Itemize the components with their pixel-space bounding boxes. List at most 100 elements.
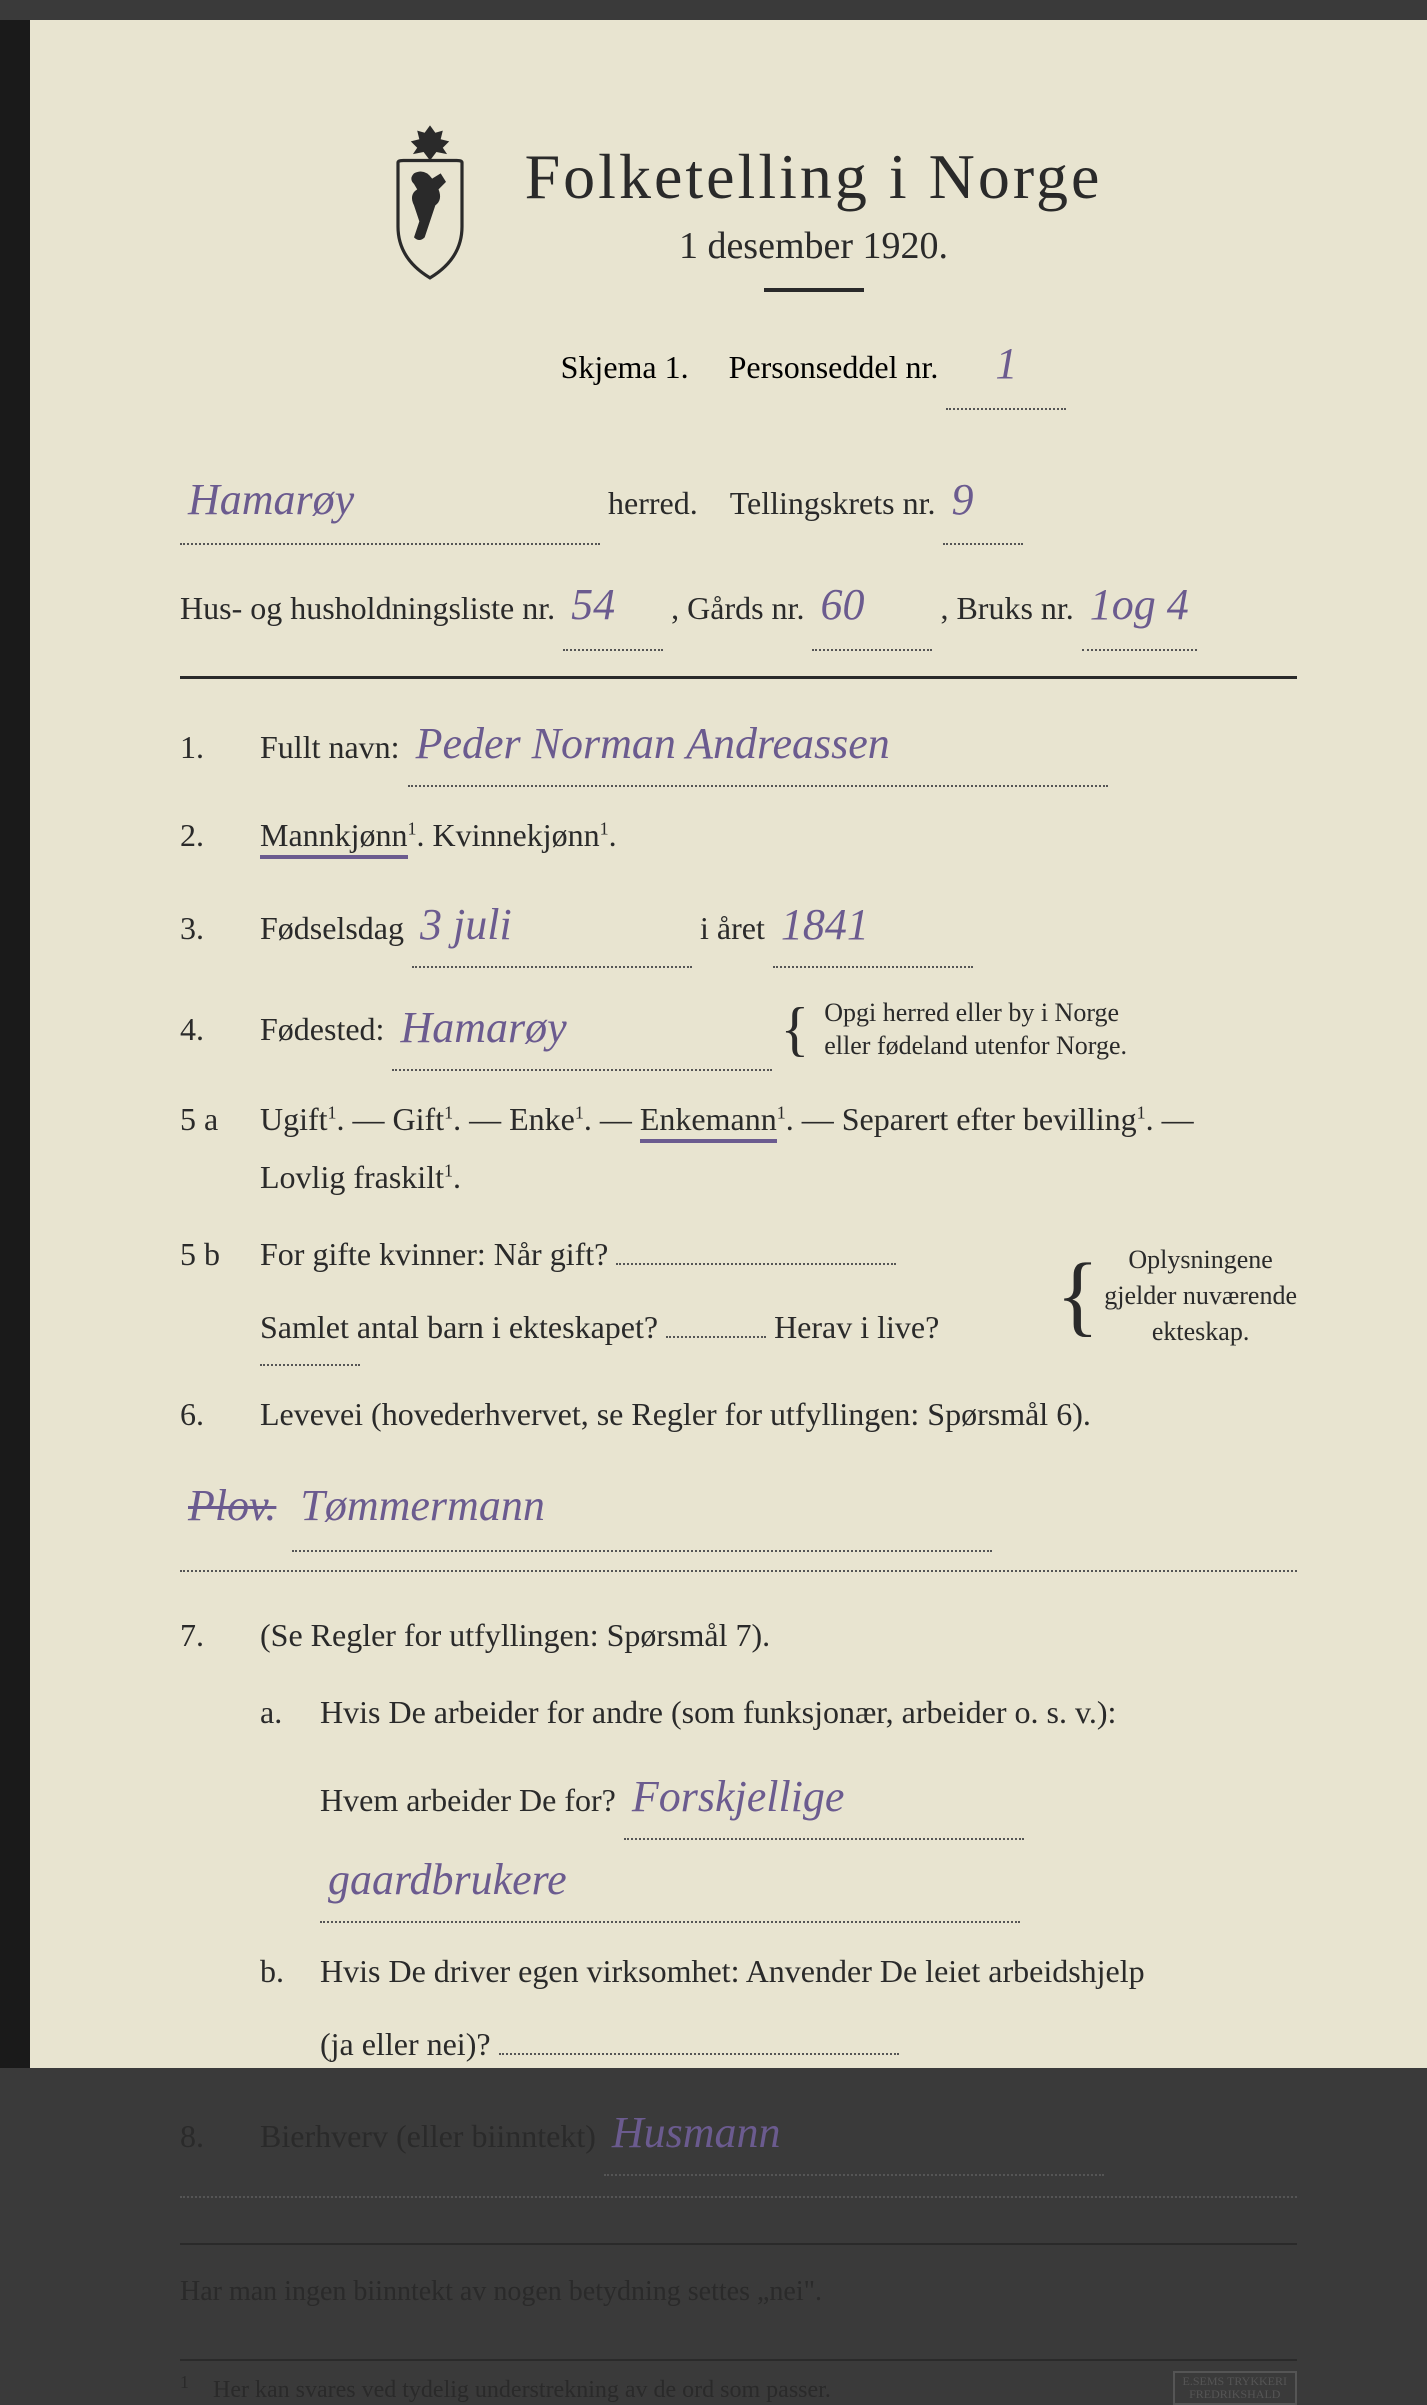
q4-note2: eller fødeland utenfor Norge. xyxy=(824,1029,1127,1063)
q8-blank-line xyxy=(180,2196,1297,2198)
divider-2 xyxy=(180,2243,1297,2245)
q5a-gift: Gift xyxy=(393,1101,445,1137)
q6-label: Levevei (hovederhvervet, se Regler for u… xyxy=(260,1396,1091,1432)
question-6: 6. Levevei (hovederhvervet, se Regler fo… xyxy=(180,1386,1297,1444)
q5b-note-wrap: { Oplysningene gjelder nuværende ekteska… xyxy=(1056,1242,1297,1351)
q6-answer: Plov. Tømmermann xyxy=(180,1464,1297,1552)
divider-1 xyxy=(180,676,1297,679)
gards-label: , Gårds nr. xyxy=(671,578,804,639)
gards-value: 60 xyxy=(812,563,932,651)
q5b-fill3 xyxy=(260,1364,360,1366)
q4-num: 4. xyxy=(180,1011,240,1048)
q5b-num: 5 b xyxy=(180,1236,240,1273)
question-3: 3. Fødselsdag 3 juli i året 1841 xyxy=(180,885,1297,968)
q5a-separert: Separert efter bevilling xyxy=(842,1101,1137,1137)
q5b-note2: gjelder nuværende xyxy=(1104,1278,1297,1314)
question-8: 8. Bierhverv (eller biinntekt) Husmann xyxy=(180,2093,1297,2176)
q1-value: Peder Norman Andreassen xyxy=(408,704,1108,787)
q7a-line1: Hvis De arbeider for andre (som funksjon… xyxy=(320,1684,1297,1742)
footnote-num: 1 xyxy=(180,2372,189,2392)
census-form-page: Folketelling i Norge 1 desember 1920. Sk… xyxy=(0,20,1427,2068)
hushold-label: Hus- og husholdningsliste nr. xyxy=(180,578,555,639)
footnote-text: Her kan svares ved tydelig understreknin… xyxy=(213,2377,831,2403)
q2-kvinne: . Kvinnekjønn xyxy=(417,817,600,853)
q7-num: 7. xyxy=(180,1617,240,1654)
q5a-num: 5 a xyxy=(180,1101,240,1138)
title-block: Folketelling i Norge 1 desember 1920. Sk… xyxy=(525,140,1103,428)
q7-label: (Se Regler for utfyllingen: Spørsmål 7). xyxy=(260,1617,770,1653)
personseddel-value: 1 xyxy=(946,322,1066,410)
q5b-line2b: Herav i live? xyxy=(774,1299,939,1357)
bruks-label: , Bruks nr. xyxy=(940,578,1073,639)
question-4: 4. Fødested: Hamarøy { Opgi herred eller… xyxy=(180,988,1297,1071)
header: Folketelling i Norge 1 desember 1920. Sk… xyxy=(180,140,1297,428)
q5a-ugift: Ugift xyxy=(260,1101,328,1137)
q6-blank-line xyxy=(180,1570,1297,1572)
question-7: 7. (Se Regler for utfyllingen: Spørsmål … xyxy=(180,1607,1297,1665)
q8-label: Bierhverv (eller biinntekt) xyxy=(260,2108,596,2166)
brace-icon: { xyxy=(1056,1260,1099,1332)
question-7a: a. Hvis De arbeider for andre (som funks… xyxy=(260,1684,1297,1923)
question-2: 2. Mannkjønn1. Kvinnekjønn1. xyxy=(180,807,1297,865)
title-divider xyxy=(764,288,864,292)
q7a-line2: Hvem arbeider De for? xyxy=(320,1772,616,1830)
q4-note1: Opgi herred eller by i Norge xyxy=(824,996,1127,1030)
q7b-line1: Hvis De driver egen virksomhet: Anvender… xyxy=(320,1943,1297,2001)
brace-icon: { xyxy=(780,1005,809,1053)
q2-sup2: 1 xyxy=(600,818,609,838)
q7a-num: a. xyxy=(260,1694,300,1731)
q6-num: 6. xyxy=(180,1396,240,1433)
form-area: Hamarøy herred. Tellingskrets nr. 9 Hus-… xyxy=(180,458,1297,2405)
q7b-fill xyxy=(499,2053,899,2055)
q2-num: 2. xyxy=(180,817,240,854)
q7a-value1: Forskjellige xyxy=(624,1757,1024,1840)
q2-mann: Mannkjønn xyxy=(260,817,408,859)
q5a-fraskilt: Lovlig fraskilt xyxy=(260,1159,444,1195)
q7a-value2: gaardbrukere xyxy=(320,1840,1020,1923)
q3-year: 1841 xyxy=(773,885,973,968)
question-5a: 5 a Ugift1. — Gift1. — Enke1. — Enkemann… xyxy=(180,1091,1297,1206)
q5b-note3: ekteskap. xyxy=(1104,1314,1297,1350)
main-title: Folketelling i Norge xyxy=(525,140,1103,214)
schema-line: Skjema 1. Personseddel nr. 1 xyxy=(525,322,1103,410)
herred-line: Hamarøy herred. Tellingskrets nr. 9 xyxy=(180,458,1297,546)
tellingskrets-label: Tellingskrets nr. xyxy=(730,473,936,534)
q7b-num: b. xyxy=(260,1953,300,1990)
herred-value: Hamarøy xyxy=(180,458,600,546)
bruks-value: 1og 4 xyxy=(1082,563,1197,651)
schema-label: Skjema 1. xyxy=(561,337,689,398)
herred-label: herred. xyxy=(608,473,698,534)
question-1: 1. Fullt navn: Peder Norman Andreassen xyxy=(180,704,1297,787)
q5b-line2a: Samlet antal barn i ekteskapet? xyxy=(260,1299,658,1357)
personseddel-label: Personseddel nr. xyxy=(729,337,939,398)
q2-sup1: 1 xyxy=(408,818,417,838)
q8-num: 8. xyxy=(180,2118,240,2155)
q5a-enke: Enke xyxy=(509,1101,575,1137)
q3-num: 3. xyxy=(180,910,240,947)
bottom-note: Har man ingen biinntekt av nogen betydni… xyxy=(180,2265,1297,2318)
tellingskrets-value: 9 xyxy=(943,458,1023,546)
q4-label: Fødested: xyxy=(260,1001,384,1059)
q4-note-wrap: { Opgi herred eller by i Norge eller fød… xyxy=(780,996,1127,1064)
stamp-line1: E.SEMS TRYKKERI xyxy=(1183,2375,1287,2388)
q5a-enkemann: Enkemann xyxy=(640,1101,777,1143)
hushold-line: Hus- og husholdningsliste nr. 54 , Gårds… xyxy=(180,563,1297,651)
q5b-fill1 xyxy=(616,1263,896,1265)
coat-of-arms-icon xyxy=(375,120,485,280)
q5b-note1: Oplysningene xyxy=(1104,1242,1297,1278)
footnote: 1 Her kan svares ved tydelig understrekn… xyxy=(180,2359,1297,2405)
stamp-line2: FREDRIKSHALD xyxy=(1183,2388,1287,2401)
q7b-line2: (ja eller nei)? xyxy=(320,2016,491,2074)
question-7b: b. Hvis De driver egen virksomhet: Anven… xyxy=(260,1943,1297,2073)
printer-stamp: E.SEMS TRYKKERI FREDRIKSHALD xyxy=(1173,2371,1297,2405)
q5b-line1: For gifte kvinner: Når gift? xyxy=(260,1226,608,1284)
q3-label: Fødselsdag xyxy=(260,900,404,958)
q5b-fill2 xyxy=(666,1336,766,1338)
q6-value: Tømmermann xyxy=(292,1464,992,1552)
hushold-value: 54 xyxy=(563,563,663,651)
subtitle-date: 1 desember 1920. xyxy=(525,224,1103,268)
q1-label: Fullt navn: xyxy=(260,719,400,777)
q6-struck: Plov. xyxy=(180,1464,284,1548)
q3-year-label: i året xyxy=(700,900,765,958)
q1-num: 1. xyxy=(180,729,240,766)
